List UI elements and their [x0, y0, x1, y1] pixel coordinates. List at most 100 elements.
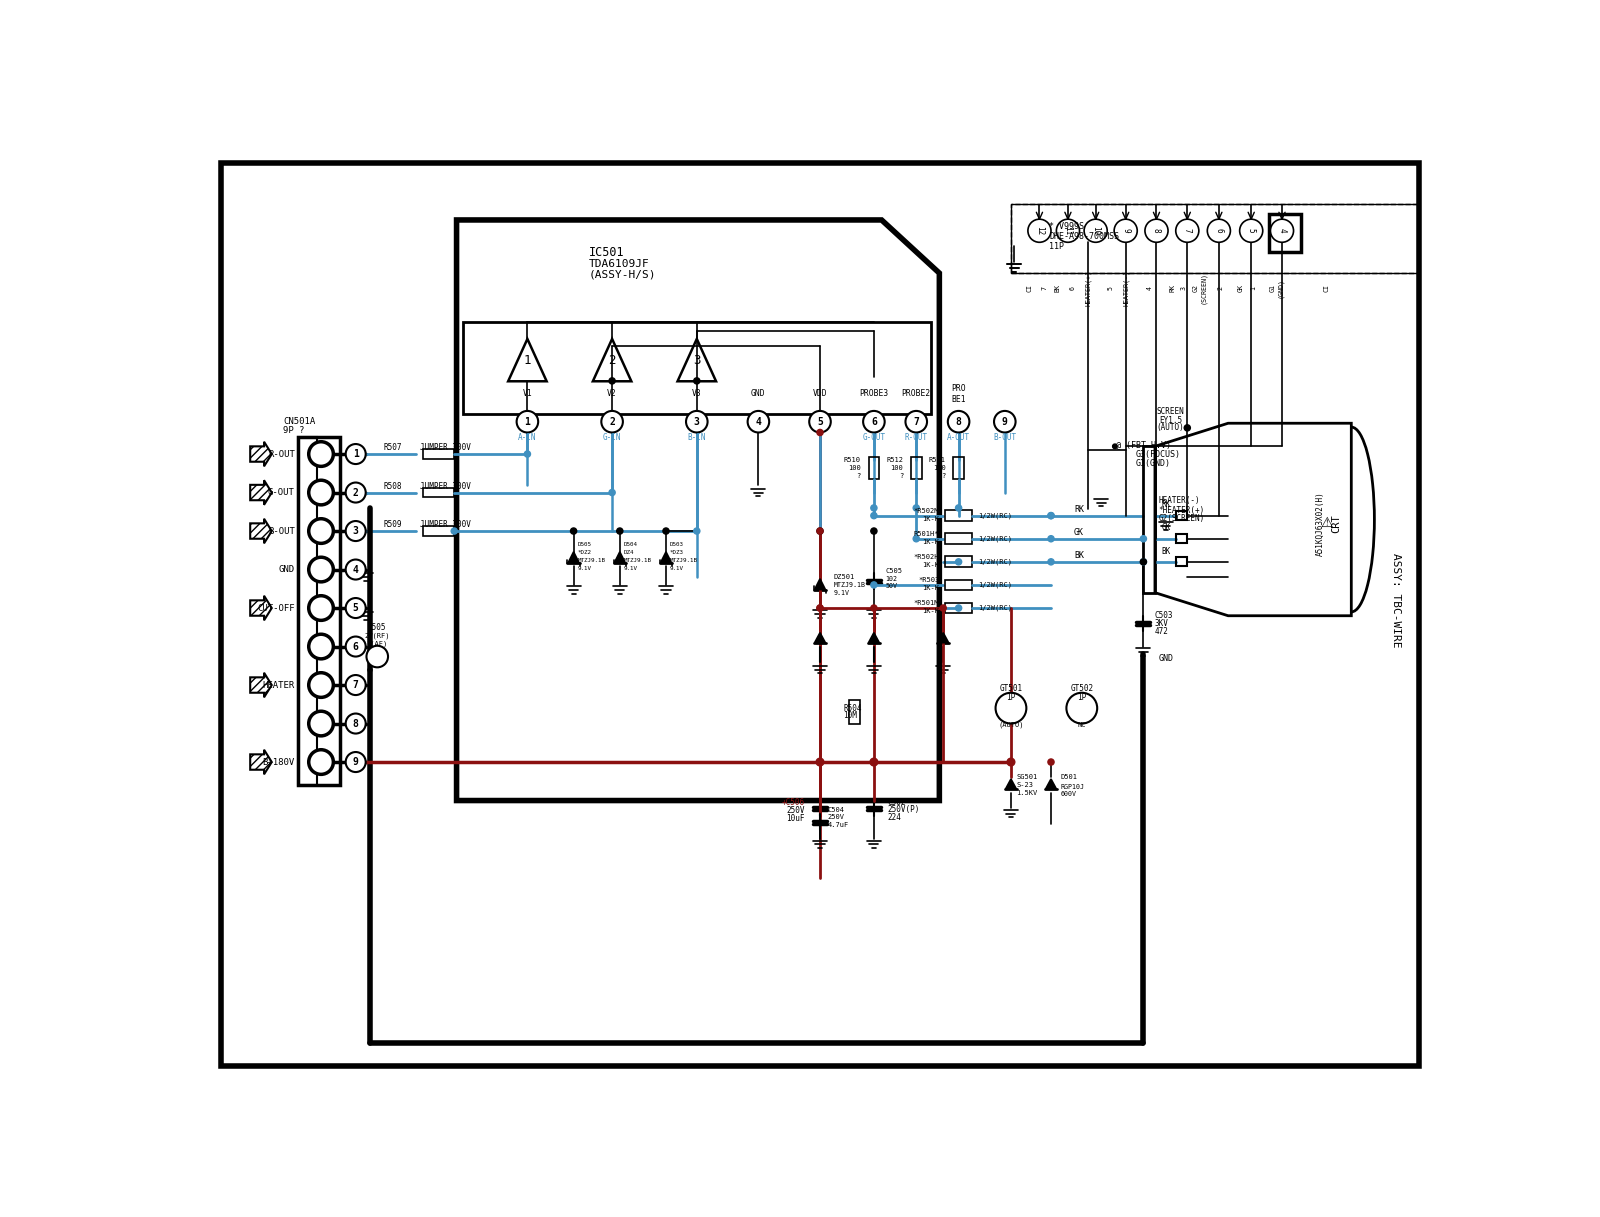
Text: 1K-K: 1K-K [922, 608, 939, 615]
Text: 12: 12 [1035, 226, 1043, 235]
Circle shape [694, 377, 699, 385]
Bar [944, 556, 973, 567]
Text: CI: CI [1027, 285, 1032, 292]
Circle shape [525, 452, 531, 458]
Text: G-OUT: G-OUT [267, 488, 294, 497]
Text: 1: 1 [1250, 286, 1256, 291]
Bar [298, 437, 341, 785]
Polygon shape [1005, 779, 1016, 789]
Circle shape [571, 528, 576, 534]
Text: (AUTO): (AUTO) [1157, 424, 1184, 432]
Text: V3: V3 [691, 389, 702, 398]
Circle shape [1085, 219, 1107, 242]
Text: VDD: VDD [813, 389, 827, 398]
Text: A-OUT: A-OUT [947, 432, 970, 442]
Circle shape [818, 605, 822, 611]
Text: 1: 1 [523, 354, 531, 366]
Text: 9.1V: 9.1V [624, 566, 638, 571]
Circle shape [309, 673, 333, 697]
Circle shape [309, 750, 333, 774]
Text: A51KQJ63X02(H): A51KQJ63X02(H) [1315, 490, 1325, 556]
Text: *R501M: *R501M [914, 600, 939, 606]
Text: 5: 5 [352, 604, 358, 613]
Text: NC: NC [1077, 722, 1086, 728]
Circle shape [1048, 559, 1054, 565]
Text: 4.7uF: 4.7uF [827, 823, 850, 829]
Bar [1011, 203, 1419, 273]
Text: 2: 2 [608, 354, 616, 366]
Text: DHE-A98-700MSS: DHE-A98-700MSS [1050, 232, 1120, 241]
Text: @ (FBT H.V): @ (FBT H.V) [1117, 441, 1171, 449]
Text: 2W(RF): 2W(RF) [365, 633, 390, 639]
Text: DZ501: DZ501 [834, 574, 854, 581]
Bar [1011, 203, 1419, 273]
Circle shape [366, 646, 389, 667]
Circle shape [906, 411, 926, 432]
Text: PRO
BE1: PRO BE1 [952, 385, 966, 404]
Bar [424, 527, 454, 535]
Text: 8: 8 [955, 416, 962, 427]
Circle shape [694, 528, 699, 534]
Text: G1(GND): G1(GND) [1136, 459, 1171, 467]
Bar [1144, 447, 1155, 593]
Text: GT501: GT501 [1000, 684, 1022, 694]
Text: 5: 5 [1246, 229, 1256, 232]
Circle shape [451, 528, 458, 534]
Circle shape [309, 481, 333, 505]
Text: 5: 5 [1109, 286, 1114, 291]
Circle shape [810, 411, 830, 432]
Text: C502: C502 [888, 797, 906, 807]
Text: 1/2W(RC): 1/2W(RC) [978, 512, 1011, 518]
Circle shape [870, 582, 877, 588]
Text: R510: R510 [843, 458, 861, 464]
Text: 3: 3 [694, 416, 699, 427]
Circle shape [870, 505, 877, 511]
Text: *HEATER(+): *HEATER(+) [1158, 506, 1205, 515]
Text: 9.1V: 9.1V [834, 590, 850, 595]
Text: HEATER(-): HEATER(-) [1158, 495, 1200, 505]
Circle shape [914, 505, 920, 511]
Circle shape [955, 505, 962, 511]
Circle shape [870, 605, 877, 611]
Text: RK: RK [1170, 285, 1176, 292]
Circle shape [816, 758, 824, 765]
Circle shape [616, 528, 622, 534]
Text: HEATER(-): HEATER(-) [1123, 270, 1130, 307]
Text: 100: 100 [933, 465, 946, 471]
Polygon shape [938, 633, 949, 643]
Polygon shape [661, 551, 672, 562]
Text: 7: 7 [352, 680, 358, 690]
Circle shape [346, 675, 366, 695]
Text: 50V: 50V [885, 583, 898, 589]
Text: 1K-K: 1K-K [922, 539, 939, 545]
Circle shape [346, 636, 366, 656]
Text: 8: 8 [1152, 229, 1162, 232]
Text: GND: GND [750, 389, 766, 398]
Text: 6: 6 [1214, 229, 1224, 232]
Bar [944, 510, 973, 521]
Circle shape [1240, 219, 1262, 242]
Bar [850, 701, 861, 724]
Text: GND: GND [278, 565, 294, 574]
Polygon shape [568, 551, 579, 562]
Text: 8: 8 [352, 718, 358, 729]
Text: DZ4: DZ4 [624, 550, 634, 555]
Text: 1.5KV: 1.5KV [1016, 790, 1037, 796]
Circle shape [870, 758, 878, 765]
Text: C503: C503 [1155, 611, 1173, 621]
Circle shape [818, 528, 822, 534]
Text: EY1.5: EY1.5 [1158, 416, 1182, 425]
Circle shape [994, 411, 1016, 432]
Text: *DZ3: *DZ3 [670, 550, 683, 555]
Circle shape [346, 521, 366, 542]
Bar [462, 321, 931, 414]
Text: G2(SCREEN): G2(SCREEN) [1158, 515, 1205, 523]
Text: 1/2W(RC): 1/2W(RC) [978, 535, 1011, 542]
Text: 1: 1 [352, 449, 358, 459]
Text: 6: 6 [1069, 286, 1075, 291]
Text: GK: GK [1074, 528, 1085, 537]
Circle shape [1112, 444, 1117, 449]
Circle shape [995, 692, 1026, 724]
Text: JUMPER 300V: JUMPER 300V [419, 443, 470, 453]
Text: JUMPER 300V: JUMPER 300V [419, 521, 470, 529]
